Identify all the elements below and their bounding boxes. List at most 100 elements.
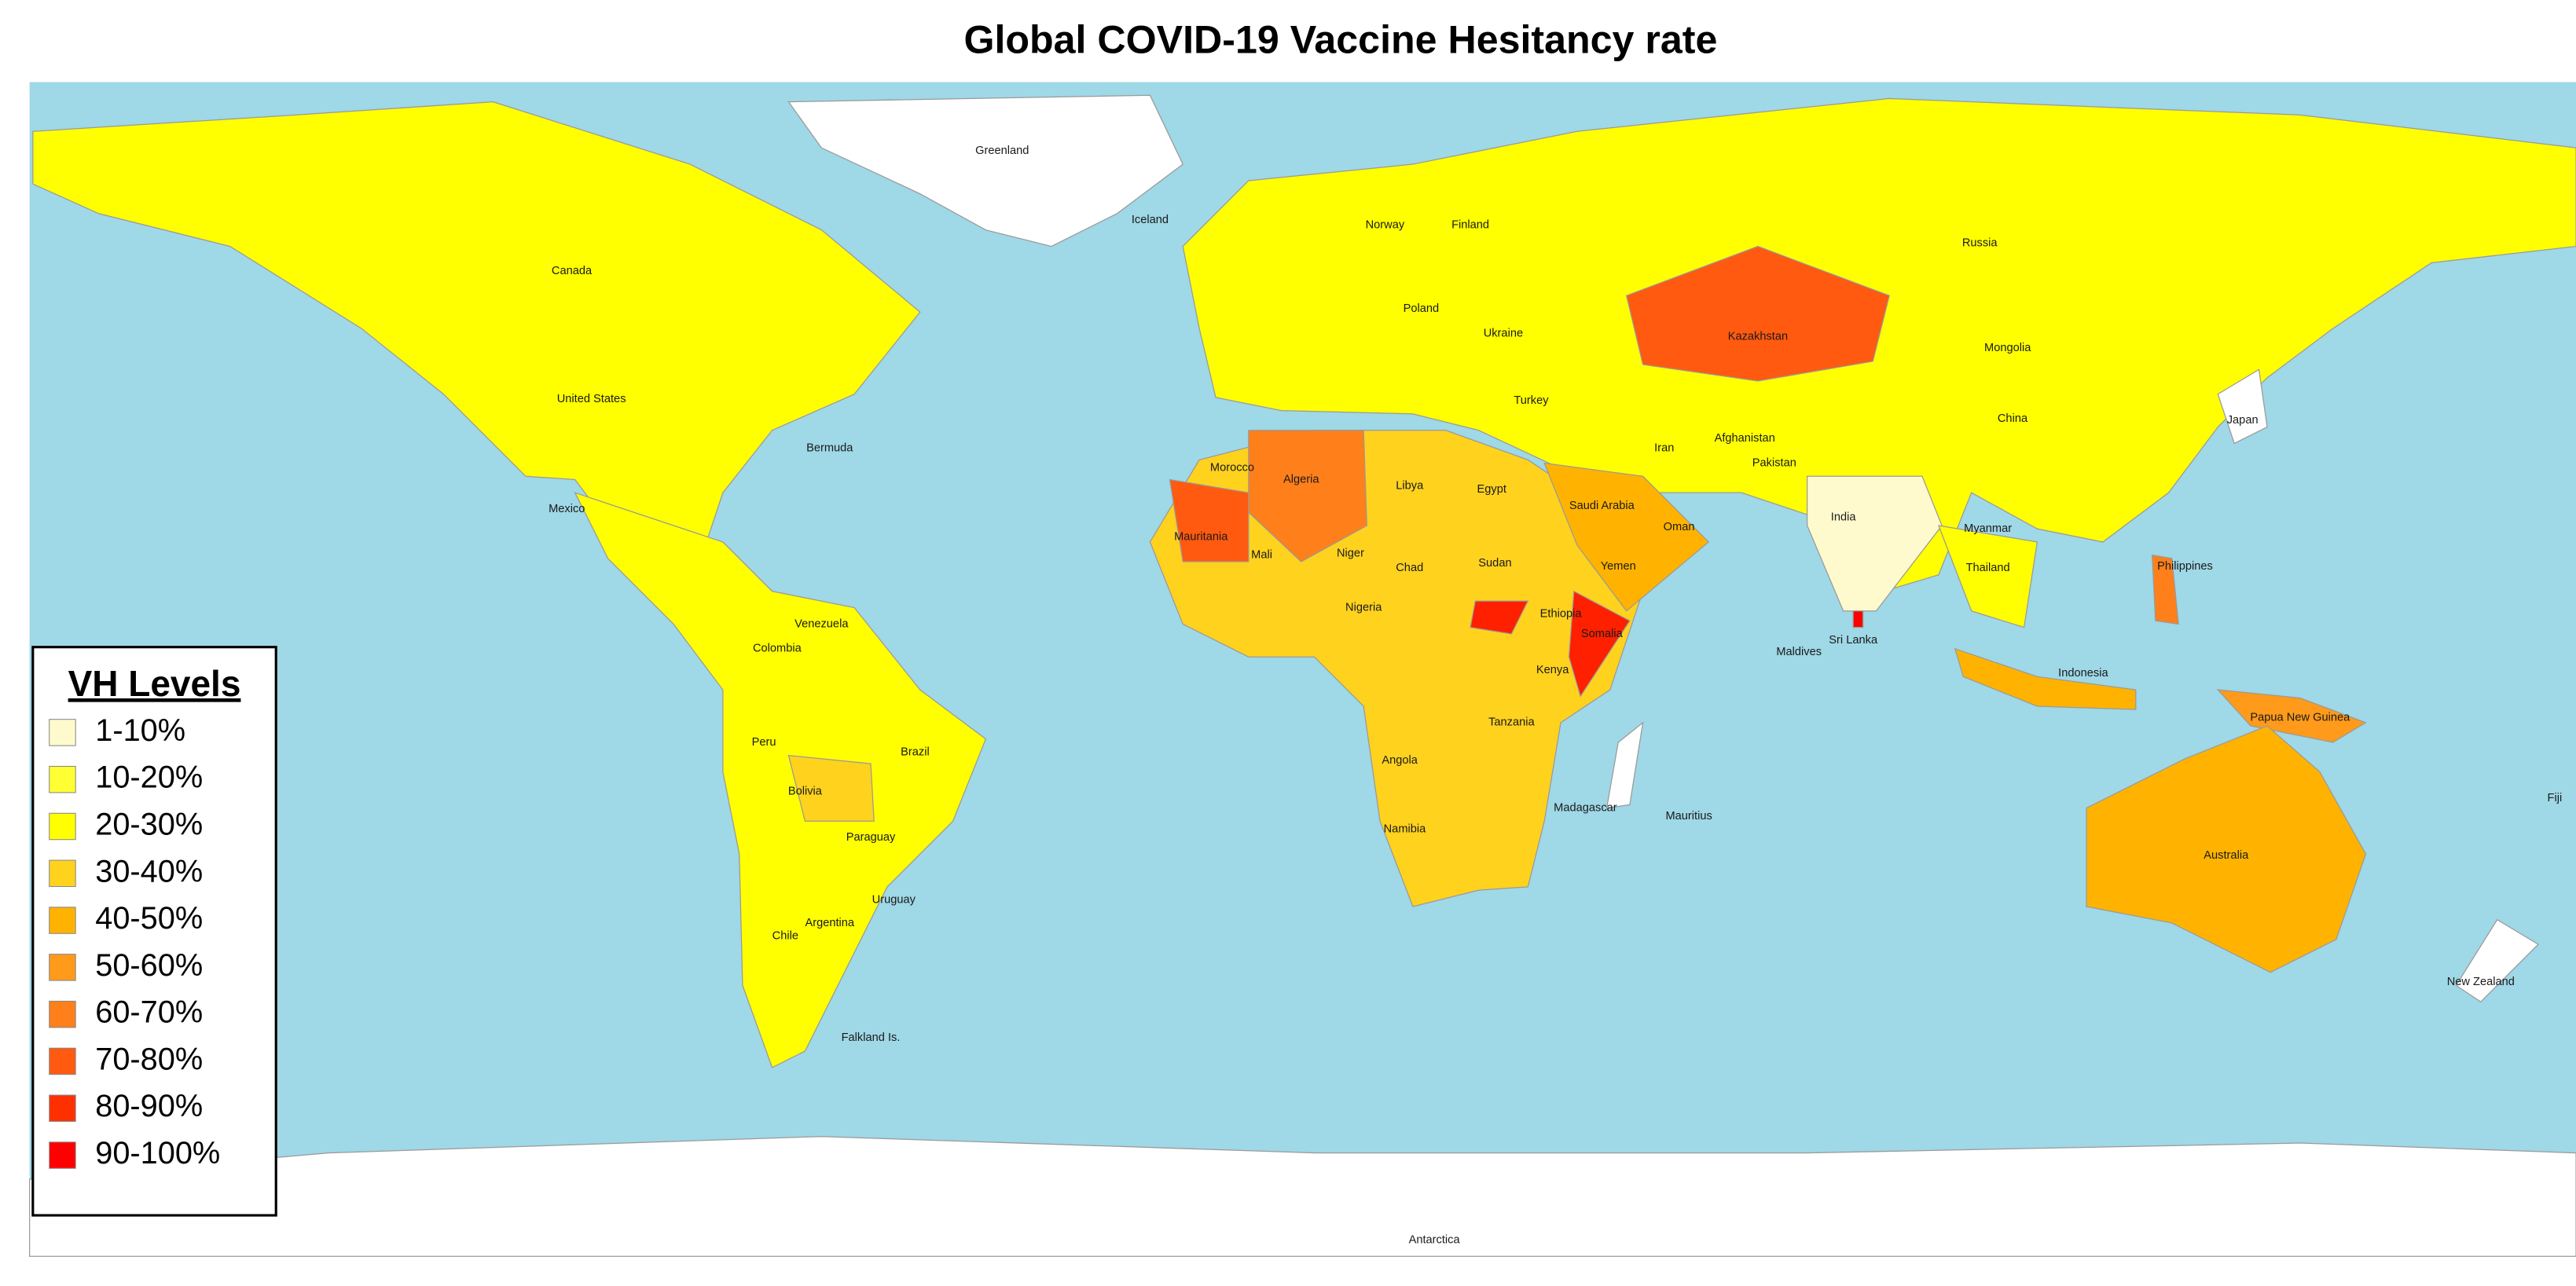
country-label: Brazil	[901, 746, 930, 758]
legend-label: 20-30%	[95, 807, 203, 841]
mauritania	[1169, 478, 1249, 562]
country-labels: Greenland Canada United States Mexico Russia…	[549, 145, 2562, 1246]
country-label: Madagascar	[1554, 801, 1617, 814]
legend-label: 50-60%	[95, 948, 203, 983]
country-label: Algeria	[1283, 473, 1319, 485]
country-label: Mongolia	[1984, 342, 2031, 354]
legend-swatch	[49, 765, 76, 793]
legend-swatch	[49, 719, 76, 746]
legend-label: 10-20%	[95, 760, 203, 795]
legend-swatch	[49, 1141, 76, 1169]
legend-label: 30-40%	[95, 854, 203, 888]
country-label: Greenland	[975, 145, 1029, 157]
country-label: Antarctica	[1409, 1233, 1461, 1246]
country-label: Maldives	[1776, 646, 1822, 658]
country-label: Falkland Is.	[842, 1031, 901, 1044]
country-label: Iceland	[1132, 214, 1169, 226]
country-label: Angola	[1382, 754, 1418, 767]
world-map: Global COVID-19 Vaccine Hesitancy rate G…	[29, 18, 2576, 1257]
country-label: Finland	[1451, 218, 1489, 231]
legend-label: 60-70%	[95, 995, 203, 1030]
sri-lanka	[1852, 610, 1864, 628]
country-label: Norway	[1366, 218, 1405, 231]
country-label: Saudi Arabia	[1569, 500, 1635, 512]
country-label: Canada	[552, 265, 593, 277]
country-label: Pakistan	[1752, 456, 1796, 469]
country-label: United States	[557, 393, 626, 405]
arabia	[1543, 462, 1710, 612]
bolivia	[787, 754, 875, 822]
country-label: Mauritania	[1174, 530, 1228, 543]
africa	[1149, 430, 1644, 907]
country-label: Bermuda	[806, 442, 853, 455]
country-label: Sri Lanka	[1829, 634, 1878, 647]
country-label: Morocco	[1210, 462, 1254, 474]
country-label: Colombia	[753, 643, 802, 655]
antarctica	[29, 1136, 2576, 1257]
country-label: Paraguay	[846, 831, 896, 844]
country-label: Yemen	[1601, 560, 1636, 573]
country-label: Nigeria	[1345, 601, 1382, 614]
indonesia	[1954, 647, 2137, 710]
legend-label: 1-10%	[95, 713, 185, 748]
country-label: Somalia	[1581, 628, 1624, 640]
legend-label: 90-100%	[95, 1136, 220, 1171]
legend-swatch	[49, 954, 76, 981]
country-label: Mauritius	[1665, 810, 1712, 823]
latin-america	[574, 492, 987, 1068]
country-label: Chad	[1396, 562, 1423, 574]
country-label: Niger	[1337, 547, 1364, 559]
country-label: Chile	[772, 930, 798, 943]
country-label: Peru	[752, 736, 776, 749]
legend-swatch	[49, 812, 76, 841]
legend-swatch	[49, 907, 76, 934]
country-label: India	[1831, 511, 1857, 523]
country-label: Thailand	[1966, 562, 2010, 574]
country-label: Turkey	[1514, 394, 1549, 407]
country-label: Ukraine	[1484, 327, 1523, 339]
country-label: Tanzania	[1488, 716, 1535, 729]
country-label: China	[1998, 412, 2028, 425]
legend-swatch	[49, 859, 76, 888]
legend-label: 70-80%	[95, 1042, 203, 1076]
country-label: Uruguay	[872, 894, 916, 907]
somalia	[1568, 590, 1631, 698]
country-label: Russia	[1962, 236, 1998, 249]
legend-swatch	[49, 1047, 76, 1075]
country-label: Iran	[1654, 442, 1674, 455]
japan	[2217, 368, 2268, 445]
country-label: Poland	[1404, 302, 1440, 315]
australia	[2086, 725, 2367, 973]
country-label: Philippines	[2157, 560, 2213, 573]
legend-title: VH Levels	[68, 663, 241, 704]
country-label: Kazakhstan	[1728, 330, 1788, 343]
south-sudan	[1470, 600, 1529, 635]
new-zealand	[2455, 918, 2539, 1003]
country-label: Libya	[1396, 480, 1424, 493]
country-label: New Zealand	[2447, 976, 2515, 988]
philippines	[2152, 554, 2179, 625]
legend-swatch	[49, 1000, 76, 1028]
eurasia	[1182, 97, 2576, 595]
country-label: Indonesia	[2058, 667, 2108, 680]
country-label: Kenya	[1536, 664, 1569, 676]
country-label: Egypt	[1477, 483, 1506, 496]
country-label: Australia	[2204, 849, 2249, 862]
kazakhstan	[1625, 245, 1890, 382]
greenland	[787, 94, 1184, 247]
madagascar	[1605, 721, 1644, 809]
papua-new-guinea	[2216, 689, 2367, 743]
country-label: Japan	[2227, 414, 2259, 427]
country-label: Myanmar	[1964, 522, 2012, 535]
country-label: Bolivia	[788, 786, 823, 798]
country-label: Venezuela	[794, 617, 849, 630]
legend-label: 40-50%	[95, 901, 203, 936]
country-label: Argentina	[805, 917, 854, 929]
legend-label: 80-90%	[95, 1089, 203, 1123]
country-label: Fiji	[2548, 792, 2563, 804]
country-label: Namibia	[1384, 823, 1427, 836]
country-label: Mali	[1251, 548, 1272, 561]
india	[1807, 475, 1943, 612]
